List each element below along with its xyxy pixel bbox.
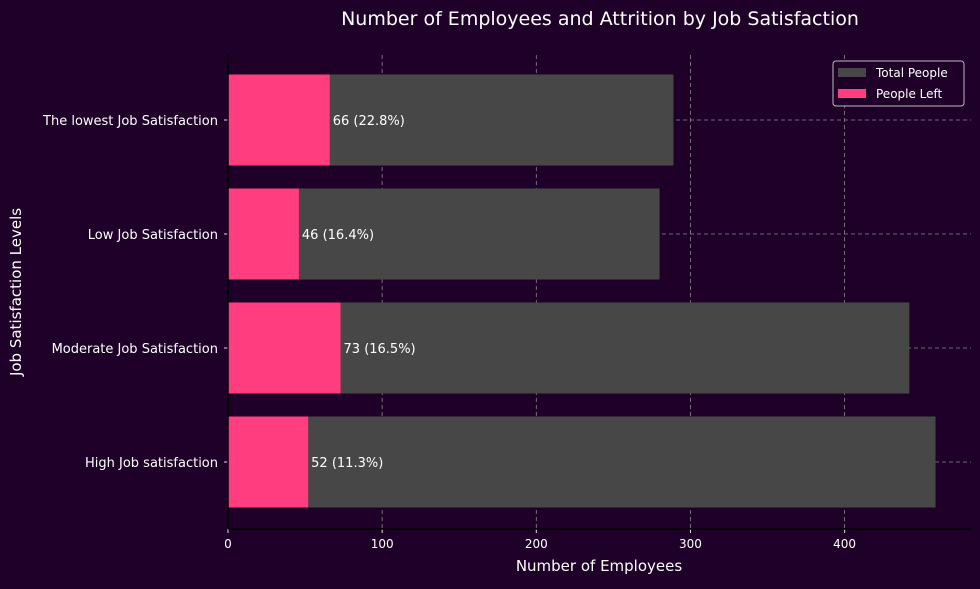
data-label: 46 (16.4%) bbox=[302, 228, 374, 243]
x-tick-label: 400 bbox=[833, 537, 856, 551]
bar-total bbox=[228, 302, 910, 394]
bar-people-left bbox=[228, 188, 299, 280]
x-tick-label: 300 bbox=[679, 537, 702, 551]
y-tick-label: High Job satisfaction bbox=[85, 456, 218, 471]
x-tick-label: 100 bbox=[371, 537, 394, 551]
data-label: 52 (11.3%) bbox=[311, 456, 383, 471]
bar-total bbox=[228, 188, 660, 280]
y-tick-label: Moderate Job Satisfaction bbox=[52, 342, 218, 357]
bar-people-left bbox=[228, 416, 309, 508]
legend-label-left: People Left bbox=[876, 87, 943, 101]
legend-swatch-total bbox=[838, 68, 866, 77]
y-tick-label: The lowest Job Satisfaction bbox=[42, 114, 218, 129]
bar-people-left bbox=[228, 302, 341, 394]
data-label: 73 (16.5%) bbox=[344, 342, 416, 357]
data-label: 66 (22.8%) bbox=[333, 114, 405, 129]
y-axis-label: Job Satisfaction Levels bbox=[7, 208, 25, 377]
bar-total bbox=[228, 416, 936, 508]
y-tick-labels: The lowest Job Satisfaction Low Job Satis… bbox=[42, 114, 228, 471]
legend-swatch-left bbox=[838, 89, 866, 98]
y-tick-label: Low Job Satisfaction bbox=[88, 228, 218, 243]
bar-people-left bbox=[228, 74, 330, 166]
x-axis-label: Number of Employees bbox=[516, 557, 683, 575]
chart-title: Number of Employees and Attrition by Job… bbox=[341, 8, 859, 30]
bars: 66 (22.8%) 46 (16.4%) 73 (16.5%) 52 (11.3%) bbox=[228, 74, 936, 508]
legend: Total People People Left bbox=[832, 60, 965, 107]
x-tick-label: 200 bbox=[525, 537, 548, 551]
x-ticks: 0 100 200 300 400 bbox=[224, 529, 856, 551]
x-tick-label: 0 bbox=[224, 537, 232, 551]
legend-label-total: Total People bbox=[875, 66, 948, 80]
